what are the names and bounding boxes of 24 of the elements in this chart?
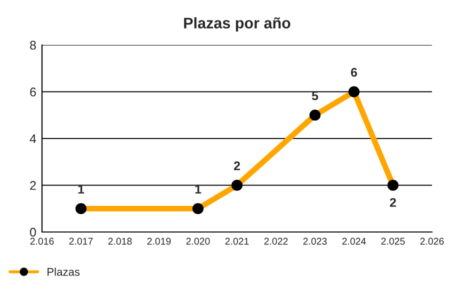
x-tick-label: 2.023 [303, 238, 327, 245]
x-tick-label: 2.020 [186, 238, 210, 245]
x-tick-label: 2.019 [147, 238, 171, 245]
chart-title: Plazas por año [184, 17, 290, 32]
x-tick-label: 2.018 [108, 238, 132, 245]
data-label: 1 [78, 184, 84, 194]
x-tick-label: 2.026 [420, 238, 444, 245]
x-tick-label: 2.016 [30, 238, 54, 245]
y-tick-label: 4 [30, 134, 36, 144]
data-label: 1 [195, 184, 202, 194]
y-tick-label: 8 [30, 40, 36, 50]
x-tick-label: 2.021 [225, 238, 249, 245]
x-tick-label: 2.022 [264, 238, 288, 245]
x-tick-label: 2.024 [342, 238, 366, 245]
legend-label: Plazas [48, 268, 80, 276]
data-label: 6 [350, 68, 358, 77]
data-label: 5 [312, 91, 318, 100]
x-tick-label: 2.025 [381, 238, 405, 245]
data-label: 2 [390, 198, 396, 207]
y-tick-label: 2 [30, 181, 36, 190]
x-tick-label: 2.017 [69, 238, 93, 245]
data-label: 2 [234, 161, 240, 170]
y-tick-label: 6 [30, 88, 36, 96]
y-tick-label: 0 [30, 228, 36, 237]
